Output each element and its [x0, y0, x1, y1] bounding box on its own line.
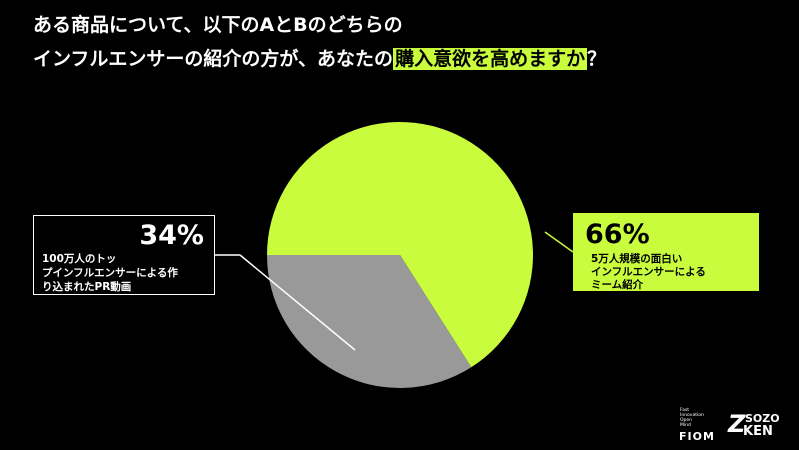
label-box: 66% 5万人規模の面白い インフルエンサーによる ミーム紹介 — [573, 213, 759, 291]
category-label: プインフルエンサーによる作 — [42, 267, 178, 279]
logo: FIOM — [679, 430, 715, 443]
category-label: 5万人規模の面白い — [591, 253, 683, 265]
logo: KEN — [743, 424, 773, 439]
title-line: ある商品について、以下のAとBのどちらの — [33, 14, 403, 36]
title-text: インフルエンサーの紹介の方が、あなたの — [33, 48, 394, 70]
logo-small: Fast Innovation Open Mind — [680, 408, 704, 428]
logo-text: Fast — [680, 408, 690, 413]
value-label: 34% — [139, 220, 204, 251]
logo: SOZO — [745, 412, 780, 425]
logo-text: Mind — [680, 423, 691, 428]
pie-slice — [267, 122, 533, 368]
logo-text: Innovation — [680, 413, 704, 418]
title-highlight: 購入意欲を高めますか — [393, 48, 588, 70]
pie-slice — [267, 255, 472, 388]
category-label: り込まれたPR動画 — [42, 281, 132, 293]
label-box: 34% 100万人のトッ プインフルエンサーによる作 り込まれたPR動画 — [33, 215, 215, 295]
category-label: 100万人のトッ — [42, 253, 117, 265]
logo-text: Open — [680, 418, 693, 423]
category-label: ミーム紹介 — [591, 279, 644, 291]
value-label: 66% — [585, 219, 650, 250]
leader-line — [544, 231, 574, 253]
leader-line — [239, 254, 356, 351]
logo: Z — [728, 410, 746, 438]
category-label: インフルエンサーによる — [591, 266, 706, 278]
title-text: ？ — [587, 48, 607, 70]
title-line: インフルエンサーの紹介の方が、あなたの 購入意欲を高めますか？ — [33, 44, 606, 71]
